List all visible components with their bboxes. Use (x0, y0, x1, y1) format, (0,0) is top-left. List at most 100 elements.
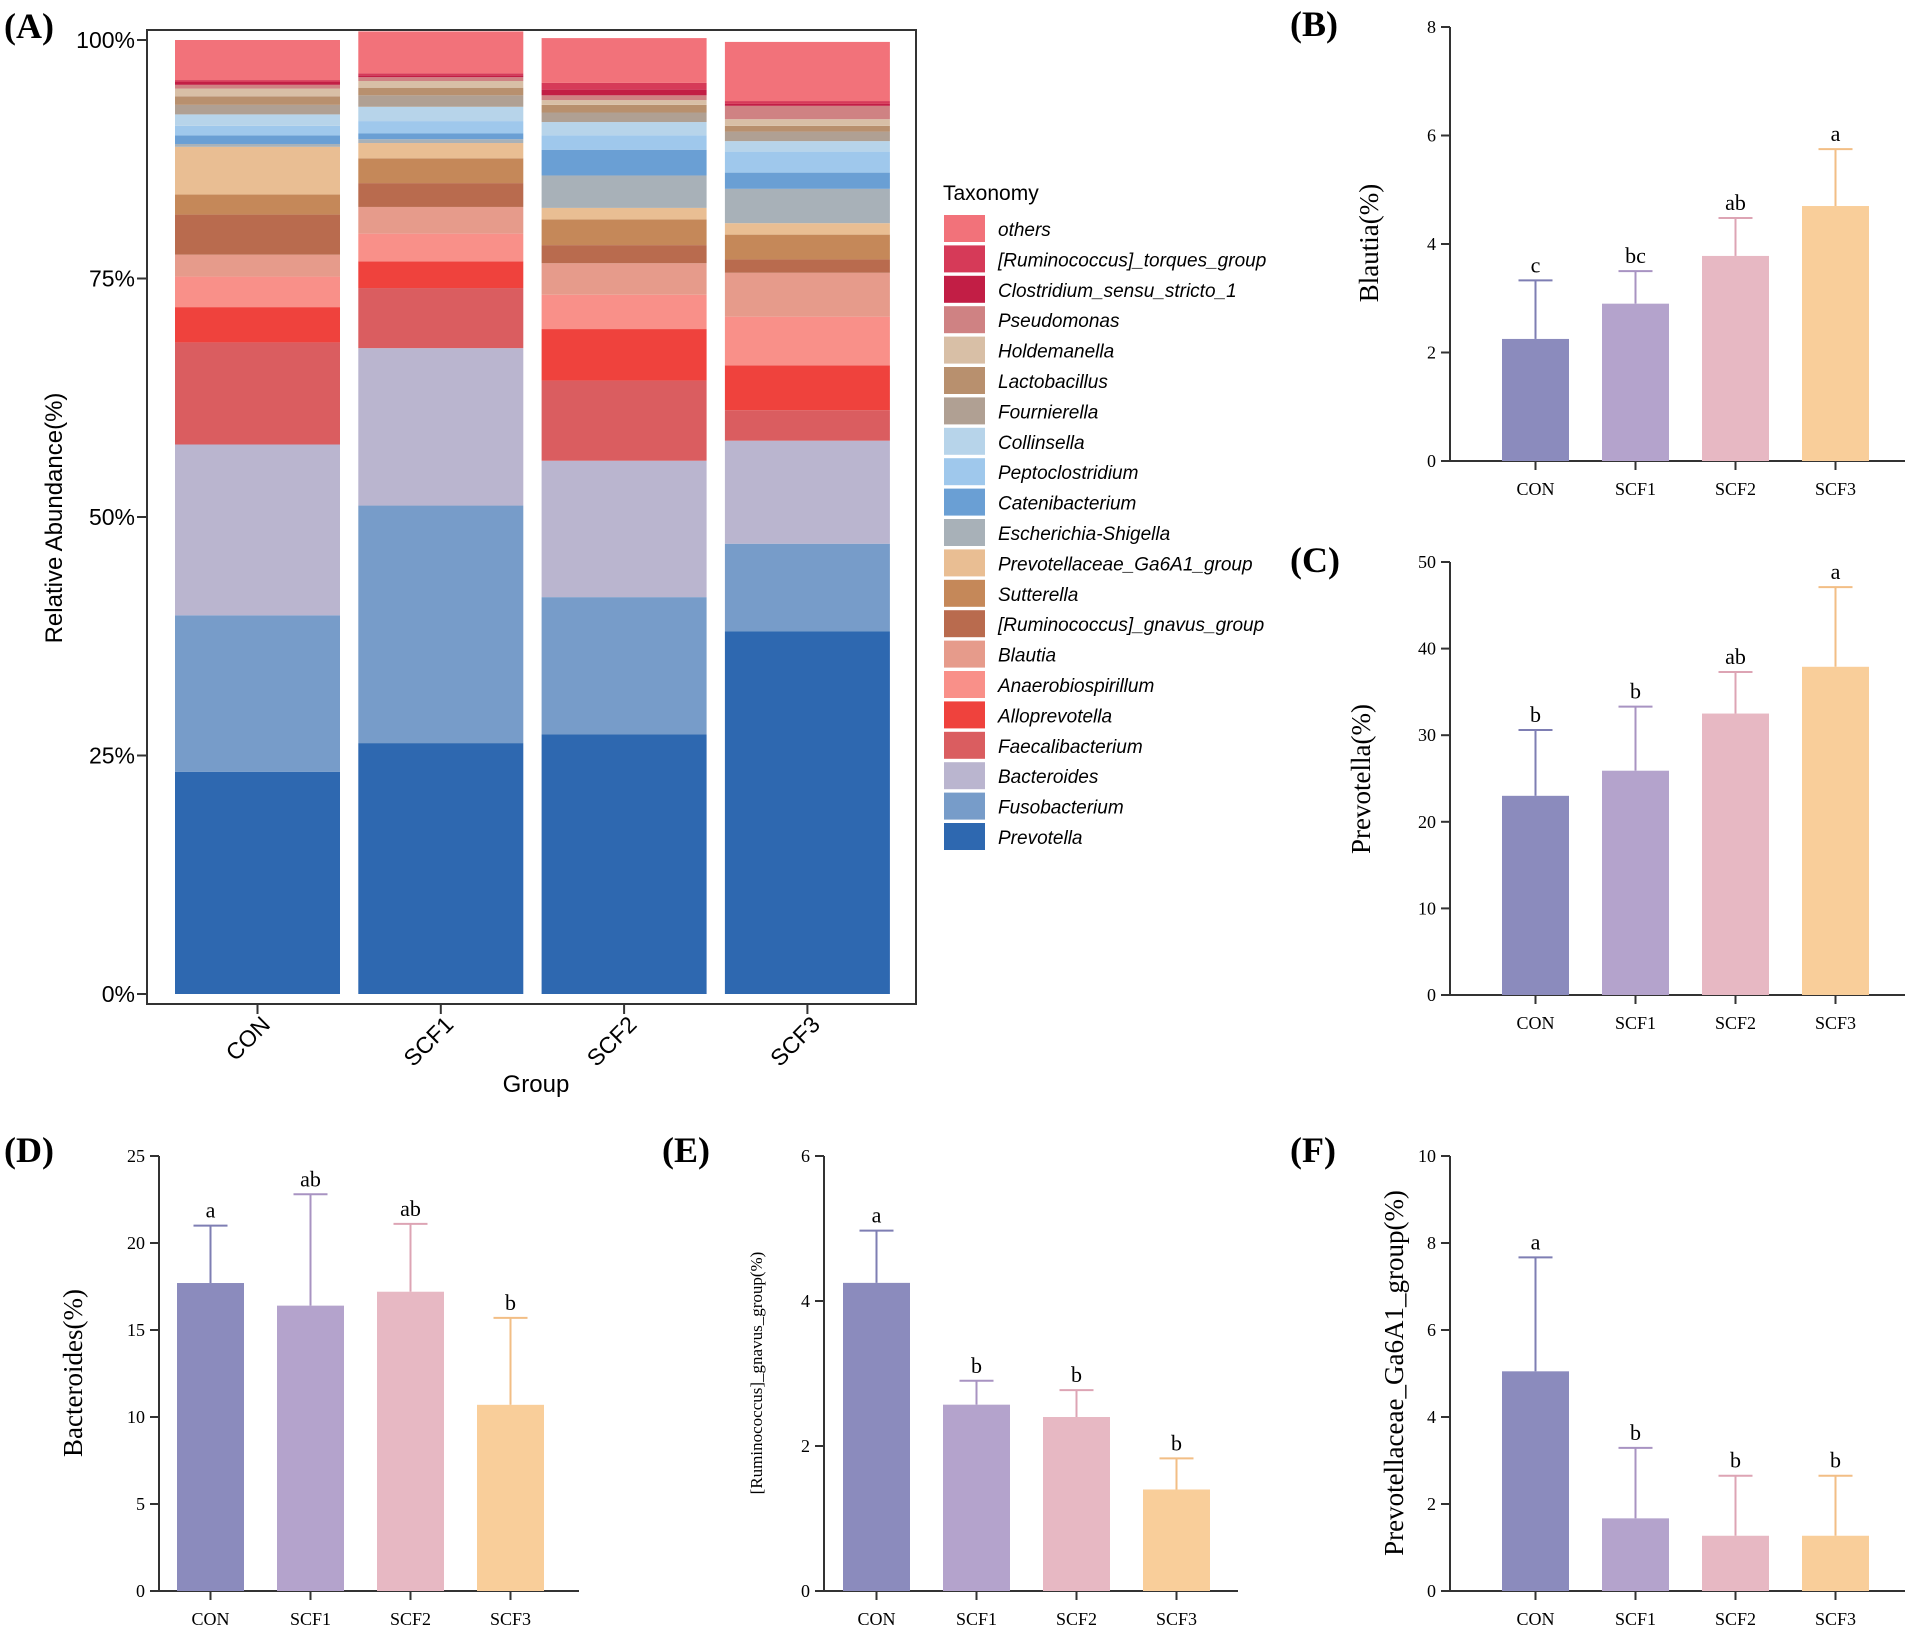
y-tick-label: 0 (1427, 451, 1436, 471)
legend-swatch (944, 519, 985, 546)
stacked-segment-holdemanella-scf3 (724, 119, 890, 126)
x-tick-label: CON (220, 1011, 275, 1066)
stacked-segment-ruminococcus-torques-group-scf2 (541, 82, 707, 90)
stacked-segment-anaerobiospirillum-con (175, 276, 340, 308)
y-tick-label: 50 (1418, 552, 1436, 572)
stacked-segment-sutterella-scf1 (358, 158, 524, 184)
x-tick-label: SCF2 (1715, 479, 1756, 499)
legend-label: Peptoclostridium (998, 463, 1138, 484)
panel-c-y-axis-title: Prevotella(%) (1346, 704, 1376, 854)
y-tick-label: 20 (127, 1233, 145, 1253)
stacked-segment-fournierella-con (175, 104, 340, 115)
legend-item-fusobacterium: Fusobacterium (944, 792, 1124, 820)
significance-letter-scf2: ab (400, 1196, 421, 1221)
stacked-segment-bacteroides-con (175, 444, 340, 616)
panel-a-x-axis: CON SCF1 SCF2 SCF3 (220, 1004, 825, 1071)
stacked-segment-prevotellaceae-ga6a1-group-scf2 (541, 207, 707, 220)
x-tick-label: SCF1 (956, 1609, 997, 1629)
y-tick-label: 6 (1427, 1320, 1436, 1340)
legend-swatch (944, 762, 985, 790)
panel-d-label: (D) (4, 1130, 54, 1170)
bar-scf1 (1602, 303, 1669, 461)
legend-swatch (944, 671, 985, 698)
y-tick-label: 0% (102, 981, 135, 1007)
stacked-segment-others-scf1 (358, 31, 524, 74)
bar-con (1502, 1371, 1569, 1591)
legend-label: Prevotellaceae_Ga6A1_group (998, 554, 1253, 575)
stacked-segment-fusobacterium-scf2 (541, 597, 707, 735)
y-tick-label: 10 (1418, 898, 1436, 918)
stacked-segment-prevotellaceae-ga6a1-group-scf3 (724, 223, 890, 235)
panel-e-label: (E) (662, 1130, 710, 1170)
stacked-segment-collinsella-scf1 (358, 106, 524, 122)
legend-item-sutterella: Sutterella (944, 579, 1078, 607)
legend-item-holdemanella: Holdemanella (944, 336, 1114, 364)
legend-item-prevotella: Prevotella (944, 823, 1083, 850)
legend-label: Bacteroides (998, 767, 1099, 788)
stacked-segment-sutterella-scf2 (541, 219, 707, 246)
stacked-segment-bacteroides-scf2 (541, 460, 707, 598)
legend-item-prevotellaceae-ga6a1-group: Prevotellaceae_Ga6A1_group (944, 549, 1253, 577)
bar-scf1 (277, 1305, 344, 1591)
legend-item-escherichia-shigella: Escherichia-Shigella (944, 519, 1170, 546)
stacked-segment-prevotella-scf2 (541, 734, 707, 994)
legend-label: Fournierella (998, 402, 1098, 423)
legend-swatch (944, 610, 985, 638)
panel-e: (E) [Ruminococcus]_gnavus_group(%) 0 2 4 6 a… (662, 1130, 1238, 1629)
bar-con (1502, 795, 1569, 995)
panel-a: (A) 0% 25% 50% 75% 100% CON SCF1 SCF2 SCF3 Grou… (4, 6, 1266, 1098)
stacked-segment-alloprevotella-scf1 (358, 261, 524, 289)
stacked-segment-fournierella-scf1 (358, 95, 524, 107)
stacked-segment-sutterella-scf3 (724, 234, 890, 260)
legend-label: Prevotella (998, 828, 1083, 849)
y-tick-label: 6 (801, 1146, 810, 1166)
legend-item-clostridium-sensu-stricto-1: Clostridium_sensu_stricto_1 (944, 275, 1237, 303)
legend-label: Sutterella (998, 585, 1078, 606)
legend-swatch (944, 397, 985, 425)
x-tick-label: SCF3 (765, 1011, 825, 1071)
stacked-segment-faecalibacterium-scf3 (724, 410, 890, 441)
stacked-segment-fusobacterium-scf3 (724, 543, 890, 632)
stacked-segment-alloprevotella-scf3 (724, 365, 890, 411)
panel-b-y-axis-title: Blautia(%) (1354, 184, 1384, 302)
bar-scf2 (1702, 713, 1769, 995)
panel-f-y-axis-title: Prevotellaceae_Ga6A1_group(%) (1379, 1190, 1409, 1556)
bar-con (1502, 338, 1569, 461)
stacked-segment-blautia-scf3 (724, 272, 890, 317)
panel-f: (F) Prevotellaceae_Ga6A1_group(%) 0 2 4 6 8 1… (1290, 1130, 1905, 1629)
panel-d: (D) Bacteroides(%) 0 5 10 15 20 25 a CON ab SCF1 a… (4, 1130, 579, 1629)
bar-scf2 (377, 1291, 444, 1591)
legend-label: Fusobacterium (998, 798, 1124, 819)
significance-letter-scf3: b (1830, 1448, 1841, 1473)
significance-letter-con: a (872, 1203, 882, 1228)
stacked-segment-faecalibacterium-scf2 (541, 380, 707, 461)
stacked-segment-clostridium-sensu-stricto-1-con (175, 81, 340, 85)
legend-label: others (998, 220, 1051, 241)
significance-letter-scf1: ab (300, 1166, 321, 1191)
significance-letter-scf2: b (1071, 1362, 1082, 1387)
stacked-segment-ruminococcus-gnavus-group-scf2 (541, 245, 707, 264)
stacked-segment-ruminococcus-torques-group-scf3 (724, 101, 890, 104)
legend-item-lactobacillus: Lactobacillus (944, 367, 1108, 394)
x-tick-label: CON (857, 1609, 895, 1629)
bar-scf3 (1802, 666, 1869, 995)
y-tick-label: 0 (801, 1581, 810, 1601)
legend-swatch (944, 336, 985, 364)
y-tick-label: 75% (89, 266, 135, 292)
bar-scf1 (1602, 770, 1669, 995)
x-tick-label: SCF1 (1615, 1609, 1656, 1629)
y-tick-label: 2 (801, 1436, 810, 1456)
legend-swatch (944, 640, 985, 668)
y-tick-label: 40 (1418, 639, 1436, 659)
y-tick-label: 15 (127, 1320, 145, 1340)
significance-letter-scf2: ab (1725, 644, 1746, 669)
legend-swatch (944, 701, 985, 729)
x-tick-label: SCF2 (1056, 1609, 1097, 1629)
stacked-segment-others-scf3 (724, 41, 890, 102)
stacked-segment-escherichia-shigella-scf3 (724, 188, 890, 224)
legend-item-ruminococcus-torques-group: [Ruminococcus]_torques_group (944, 245, 1266, 273)
legend-label: Alloprevotella (997, 706, 1112, 727)
y-tick-label: 4 (801, 1291, 810, 1311)
stacked-segment-prevotella-scf3 (724, 631, 890, 994)
stacked-segment-alloprevotella-scf2 (541, 329, 707, 381)
